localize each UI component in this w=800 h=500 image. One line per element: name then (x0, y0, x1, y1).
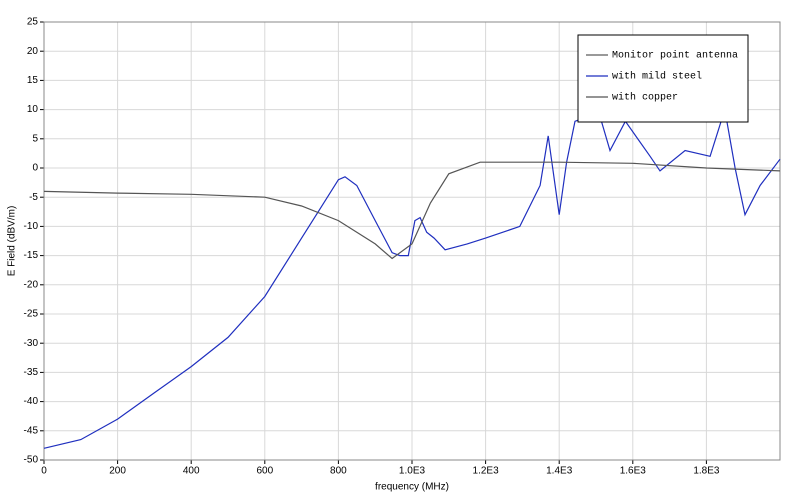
y-tick-label: -45 (24, 425, 39, 436)
y-tick-label: -15 (24, 250, 39, 261)
plot-frame (43, 21, 781, 461)
y-tick-label: -20 (24, 279, 39, 290)
x-tick-label: 800 (330, 466, 347, 477)
y-tick-label: -25 (24, 309, 39, 320)
series-line (43, 109, 781, 449)
y-tick-label: -5 (29, 192, 38, 203)
y-tick-label: -10 (24, 221, 39, 232)
x-tick-label: 400 (183, 466, 200, 477)
x-tick-label: 600 (256, 466, 273, 477)
y-tick-label: -40 (24, 396, 39, 407)
x-tick-label: 1.4E3 (546, 466, 573, 477)
y-tick-label: 15 (27, 75, 39, 86)
y-tick-label: 5 (32, 133, 38, 144)
y-tick-label: -30 (24, 338, 39, 349)
y-tick-label: -35 (24, 367, 39, 378)
y-tick-label: -50 (24, 455, 39, 466)
legend-label: with copper (612, 92, 678, 104)
x-tick-label: 1.0E3 (399, 466, 426, 477)
y-tick-label: 10 (27, 104, 39, 115)
x-tick-label: 1.6E3 (620, 466, 647, 477)
x-axis-label: frequency (MHz) (375, 482, 449, 493)
legend-label: with mild steel (612, 71, 702, 83)
legend-title: Monitor point antenna (612, 50, 738, 62)
y-tick-label: 25 (27, 17, 39, 28)
series-line (43, 161, 781, 260)
x-tick-label: 0 (41, 466, 47, 477)
y-tick-label: 0 (32, 163, 38, 174)
y-axis-label: E Field (dBV/m) (7, 206, 18, 277)
legend-box (577, 34, 749, 123)
x-tick-label: 1.8E3 (693, 466, 720, 477)
legend: Monitor point antenna with mild steel with… (577, 34, 749, 123)
x-tick-label: 1.2E3 (473, 466, 500, 477)
y-tick-label: 20 (27, 46, 39, 57)
x-tick-label: 200 (109, 466, 126, 477)
